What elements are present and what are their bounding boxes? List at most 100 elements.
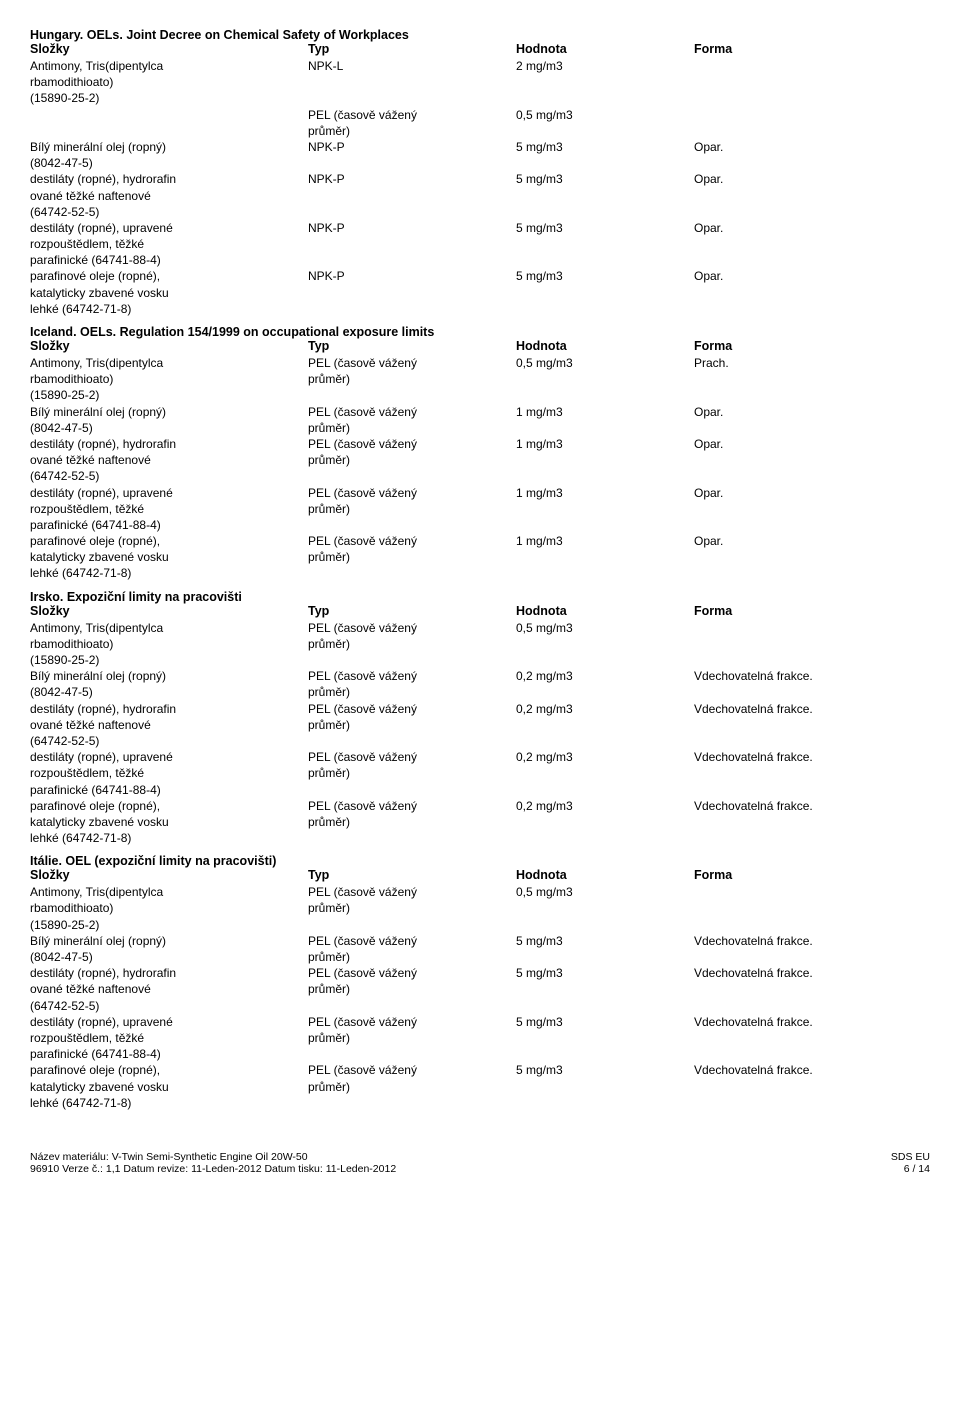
cell-slozky: parafinové oleje (ropné), katalyticky zb… [30,798,308,847]
cell-slozky: Bílý minerální olej (ropný) (8042-47-5) [30,668,308,700]
col-header-typ: Typ [308,42,516,56]
table-row: Antimony, Tris(dipentylca rbamodithioato… [30,355,930,404]
cell-slozky: destiláty (ropné), upravené rozpouštědle… [30,1014,308,1063]
cell-typ: PEL (časově vážený průměr) [308,798,516,847]
cell-forma: Vdechovatelná frakce. [694,1062,914,1111]
section-title: Iceland. OELs. Regulation 154/1999 on oc… [30,325,930,339]
cell-hodnota: 5 mg/m3 [516,171,694,220]
col-header-slozky: Složky [30,42,308,56]
cell-hodnota: 5 mg/m3 [516,1014,694,1063]
cell-forma: Opar. [694,220,914,269]
col-header-typ: Typ [308,339,516,353]
cell-slozky: parafinové oleje (ropné), katalyticky zb… [30,1062,308,1111]
section-title: Irsko. Expoziční limity na pracovišti [30,590,930,604]
cell-hodnota: 0,5 mg/m3 [516,620,694,669]
cell-hodnota: 0,5 mg/m3 [516,884,694,933]
cell-slozky: destiláty (ropné), hydrorafin ované těžk… [30,701,308,750]
table-header-row: SložkyTypHodnotaForma [30,339,930,353]
table-row: parafinové oleje (ropné), katalyticky zb… [30,1062,930,1111]
cell-slozky: parafinové oleje (ropné), katalyticky zb… [30,268,308,317]
cell-forma: Opar. [694,485,914,534]
table-row: Bílý minerální olej (ropný) (8042-47-5)N… [30,139,930,171]
table-header-row: SložkyTypHodnotaForma [30,42,930,56]
table-row: parafinové oleje (ropné), katalyticky zb… [30,533,930,582]
table-row: destiláty (ropné), hydrorafin ované těžk… [30,701,930,750]
document-body: Hungary. OELs. Joint Decree on Chemical … [30,28,930,1111]
footer-left: Název materiálu: V-Twin Semi-Synthetic E… [30,1151,396,1175]
cell-typ: PEL (časově vážený průměr) [308,620,516,669]
cell-hodnota: 1 mg/m3 [516,404,694,436]
table-row: PEL (časově vážený průměr)0,5 mg/m3 [30,107,930,139]
col-header-hodnota: Hodnota [516,42,694,56]
cell-slozky: Bílý minerální olej (ropný) (8042-47-5) [30,933,308,965]
cell-typ: PEL (časově vážený průměr) [308,884,516,933]
table-row: destiláty (ropné), upravené rozpouštědle… [30,220,930,269]
cell-forma: Vdechovatelná frakce. [694,933,914,965]
table-header-row: SložkyTypHodnotaForma [30,604,930,618]
footer-material-label: Název materiálu: [30,1151,112,1163]
cell-hodnota: 0,5 mg/m3 [516,355,694,404]
cell-hodnota: 5 mg/m3 [516,220,694,269]
footer-sds: SDS EU [891,1151,930,1163]
cell-typ: PEL (časově vážený průměr) [308,1062,516,1111]
cell-forma: Prach. [694,355,914,404]
table-row: Antimony, Tris(dipentylca rbamodithioato… [30,884,930,933]
cell-hodnota: 0,5 mg/m3 [516,107,694,139]
cell-slozky: Antimony, Tris(dipentylca rbamodithioato… [30,620,308,669]
footer-material-value: V-Twin Semi-Synthetic Engine Oil 20W-50 [112,1151,308,1163]
cell-forma [694,58,914,107]
cell-slozky: Antimony, Tris(dipentylca rbamodithioato… [30,355,308,404]
table-header-row: SložkyTypHodnotaForma [30,868,930,882]
cell-slozky [30,107,308,139]
cell-forma: Opar. [694,268,914,317]
cell-forma [694,884,914,933]
table-row: destiláty (ropné), hydrorafin ované těžk… [30,436,930,485]
cell-hodnota: 5 mg/m3 [516,965,694,1014]
page-footer: Název materiálu: V-Twin Semi-Synthetic E… [30,1151,930,1175]
cell-forma: Vdechovatelná frakce. [694,701,914,750]
cell-forma: Opar. [694,139,914,171]
table-row: Bílý minerální olej (ropný) (8042-47-5)P… [30,668,930,700]
cell-typ: PEL (časově vážený průměr) [308,355,516,404]
cell-forma [694,107,914,139]
col-header-forma: Forma [694,339,914,353]
cell-typ: PEL (časově vážený průměr) [308,436,516,485]
cell-typ: NPK-P [308,220,516,269]
col-header-forma: Forma [694,42,914,56]
cell-slozky: destiláty (ropné), hydrorafin ované těžk… [30,436,308,485]
col-header-hodnota: Hodnota [516,339,694,353]
cell-slozky: destiláty (ropné), hydrorafin ované těžk… [30,965,308,1014]
cell-hodnota: 5 mg/m3 [516,139,694,171]
cell-slozky: destiláty (ropné), upravené rozpouštědle… [30,749,308,798]
cell-slozky: parafinové oleje (ropné), katalyticky zb… [30,533,308,582]
cell-hodnota: 5 mg/m3 [516,1062,694,1111]
cell-typ: PEL (časově vážený průměr) [308,965,516,1014]
col-header-slozky: Složky [30,339,308,353]
cell-typ: PEL (časově vážený průměr) [308,107,516,139]
col-header-hodnota: Hodnota [516,604,694,618]
cell-hodnota: 5 mg/m3 [516,268,694,317]
table-row: parafinové oleje (ropné), katalyticky zb… [30,798,930,847]
table-row: destiláty (ropné), upravené rozpouštědle… [30,1014,930,1063]
table-row: destiláty (ropné), hydrorafin ované těžk… [30,965,930,1014]
footer-page: 6 / 14 [891,1163,930,1175]
cell-typ: PEL (časově vážený průměr) [308,533,516,582]
cell-slozky: Bílý minerální olej (ropný) (8042-47-5) [30,139,308,171]
cell-slozky: Bílý minerální olej (ropný) (8042-47-5) [30,404,308,436]
footer-line2: 96910 Verze č.: 1,1 Datum revize: 11-Led… [30,1163,396,1175]
cell-forma [694,620,914,669]
table-row: destiláty (ropné), upravené rozpouštědle… [30,485,930,534]
cell-typ: PEL (časově vážený průměr) [308,485,516,534]
cell-typ: PEL (časově vážený průměr) [308,749,516,798]
col-header-hodnota: Hodnota [516,868,694,882]
cell-hodnota: 0,2 mg/m3 [516,798,694,847]
table-row: Antimony, Tris(dipentylca rbamodithioato… [30,620,930,669]
cell-hodnota: 0,2 mg/m3 [516,701,694,750]
cell-hodnota: 0,2 mg/m3 [516,749,694,798]
cell-forma: Opar. [694,436,914,485]
section-title: Itálie. OEL (expoziční limity na pracovi… [30,854,930,868]
cell-typ: NPK-P [308,268,516,317]
cell-forma: Vdechovatelná frakce. [694,749,914,798]
cell-typ: NPK-P [308,171,516,220]
cell-hodnota: 1 mg/m3 [516,485,694,534]
